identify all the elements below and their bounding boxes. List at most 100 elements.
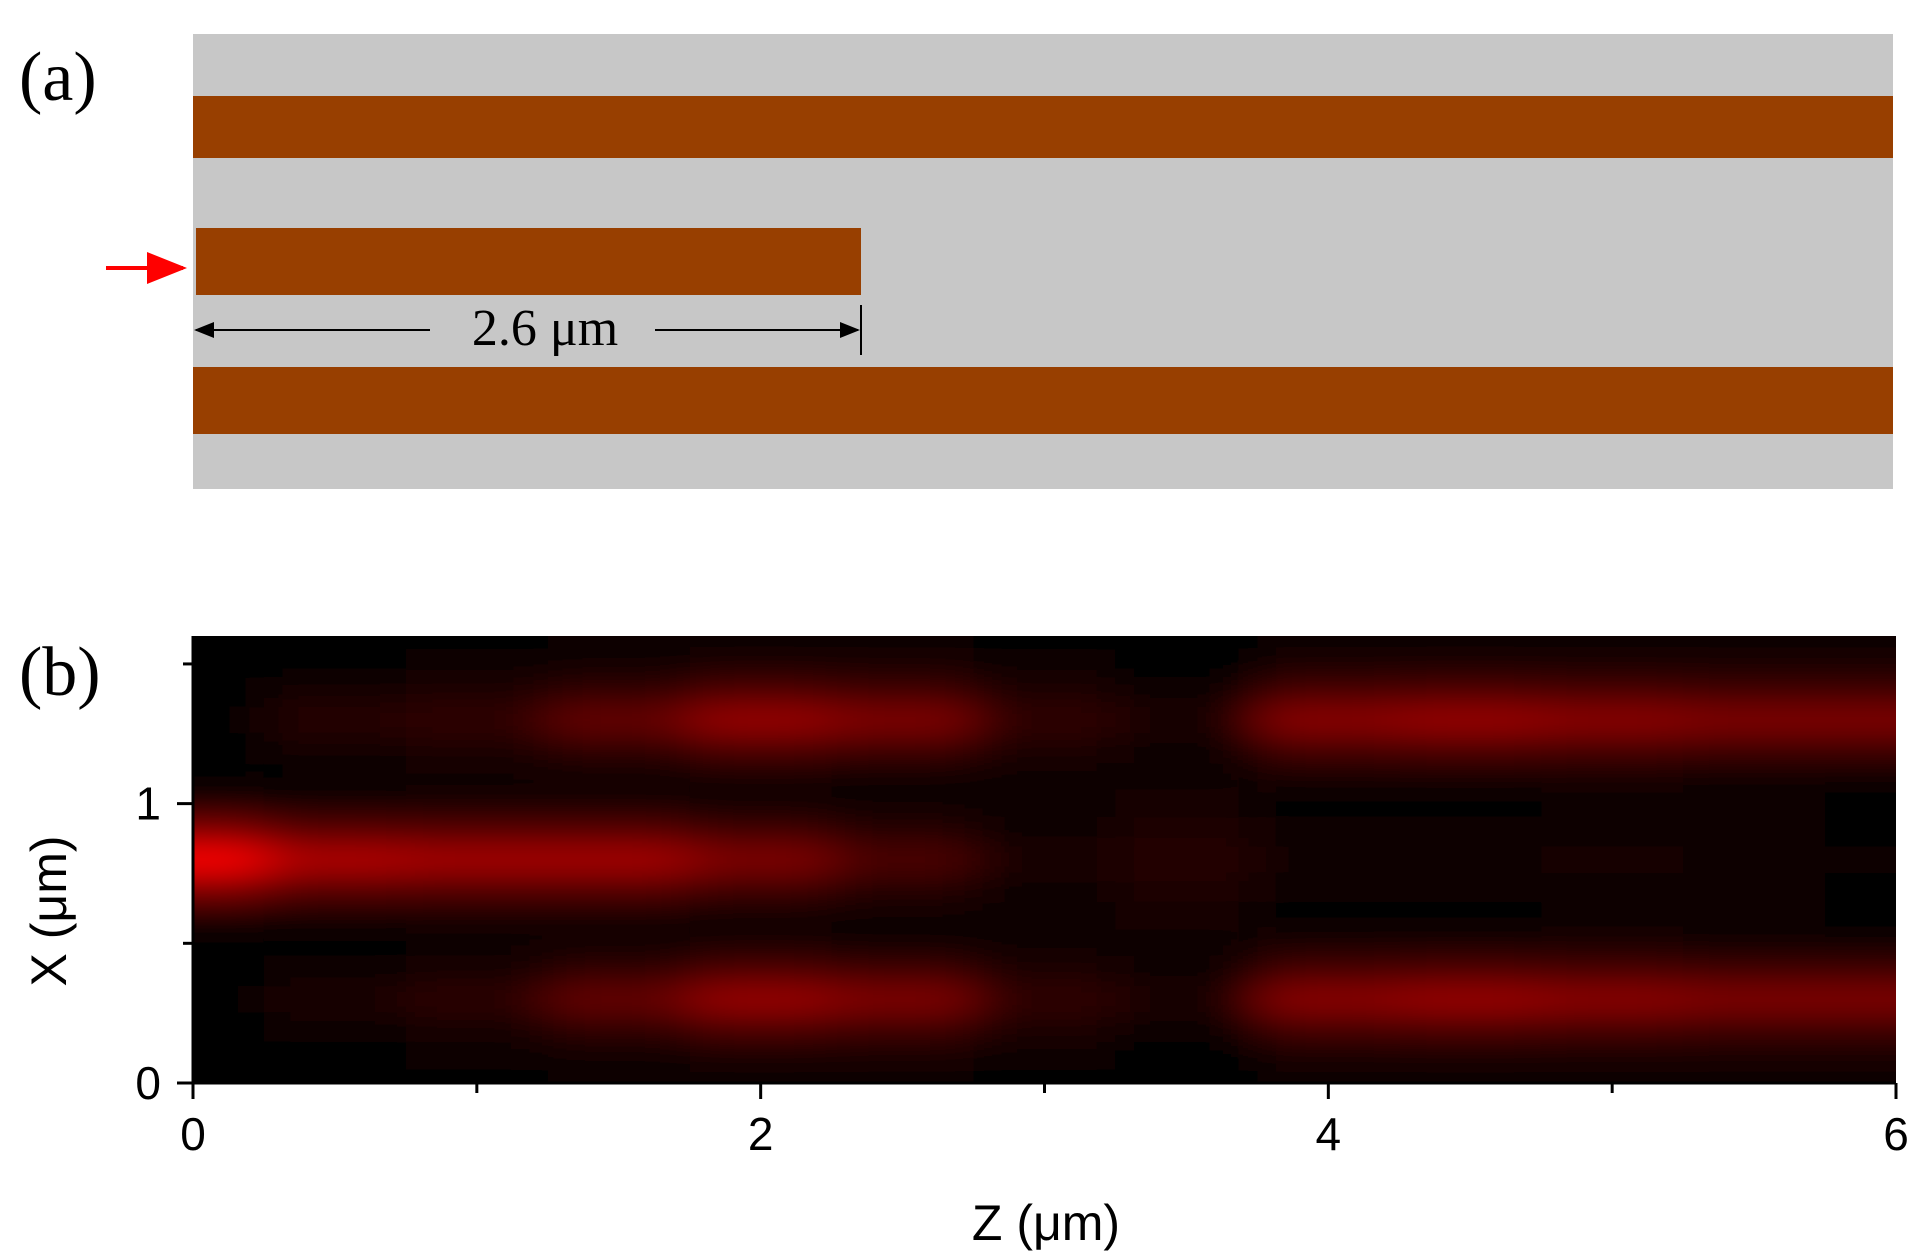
- field-cell: [831, 733, 974, 762]
- field-cell: [1399, 845, 1542, 874]
- field-cell: [405, 789, 548, 818]
- field-cell: [1825, 1013, 1896, 1042]
- field-cell: [1115, 817, 1258, 846]
- field-cell: [1257, 901, 1400, 930]
- field-cell: [1541, 761, 1684, 790]
- field-cell: [689, 845, 832, 874]
- field-cell: [1541, 817, 1684, 846]
- field-cell: [831, 817, 974, 846]
- field-cell: [831, 929, 974, 958]
- field-cell: [405, 761, 548, 790]
- field-cell: [263, 761, 406, 790]
- field-cell: [1541, 705, 1684, 734]
- field-cell: [1683, 957, 1826, 986]
- field-cell: [405, 1013, 548, 1042]
- field-cell: [689, 1069, 832, 1083]
- field-cell: [1257, 1069, 1400, 1083]
- field-cell: [831, 649, 974, 678]
- field-cell: [405, 845, 548, 874]
- field-cell: [831, 1013, 974, 1042]
- y-axis-label: X (μm): [21, 835, 77, 986]
- field-cell: [1683, 677, 1826, 706]
- field-cell: [1257, 705, 1400, 734]
- field-cell: [973, 901, 1116, 930]
- field-cell: [1115, 761, 1258, 790]
- field-cell: [1399, 636, 1542, 650]
- field-cell: [973, 929, 1116, 958]
- field-cell: [1257, 817, 1400, 846]
- field-cell: [1825, 705, 1896, 734]
- field-cell: [1399, 929, 1542, 958]
- field-cell: [1257, 733, 1400, 762]
- field-cell: [1541, 985, 1684, 1014]
- field-cell: [405, 929, 548, 958]
- field-cell: [973, 761, 1116, 790]
- field-cell: [1541, 929, 1684, 958]
- x-tick-label: 2: [748, 1108, 774, 1160]
- field-cell: [547, 649, 690, 678]
- field-cell: [1257, 649, 1400, 678]
- field-cells: [193, 636, 1896, 1083]
- field-cell: [1399, 873, 1542, 902]
- field-cell: [689, 789, 832, 818]
- field-cell: [1399, 733, 1542, 762]
- field-cell: [193, 733, 264, 762]
- field-cell: [263, 817, 406, 846]
- field-cell: [547, 705, 690, 734]
- field-cell: [831, 901, 974, 930]
- field-cell: [1115, 873, 1258, 902]
- field-cell: [1257, 677, 1400, 706]
- field-cell: [405, 817, 548, 846]
- field-cell: [973, 873, 1116, 902]
- field-cell: [193, 1069, 264, 1083]
- field-cell: [1825, 1041, 1896, 1070]
- x-tick-label: 0: [180, 1108, 206, 1160]
- panel-label: (b): [19, 634, 101, 711]
- field-cell: [193, 901, 264, 930]
- field-cell: [1683, 761, 1826, 790]
- field-cell: [1115, 845, 1258, 874]
- field-cell: [1115, 957, 1258, 986]
- field-cell: [193, 789, 264, 818]
- field-cell: [1825, 677, 1896, 706]
- field-cell: [689, 761, 832, 790]
- field-cell: [689, 733, 832, 762]
- field-cell: [1541, 789, 1684, 818]
- field-cell: [831, 957, 974, 986]
- field-cell: [973, 705, 1116, 734]
- field-cell: [405, 733, 548, 762]
- field-cell: [1541, 957, 1684, 986]
- field-cell: [263, 985, 406, 1014]
- field-cell: [263, 789, 406, 818]
- field-cell: [1683, 1069, 1826, 1083]
- field-cell: [1683, 1041, 1826, 1070]
- field-cell: [973, 1069, 1116, 1083]
- field-cell: [263, 649, 406, 678]
- field-cell: [193, 1013, 264, 1042]
- dimension-label: 2.6 μm: [472, 300, 618, 357]
- field-cell: [547, 845, 690, 874]
- field-cell: [1399, 761, 1542, 790]
- field-cell: [1257, 957, 1400, 986]
- field-cell: [831, 761, 974, 790]
- field-cell: [1541, 1013, 1684, 1042]
- field-cell: [1825, 1069, 1896, 1083]
- field-cell: [1399, 957, 1542, 986]
- waveguide: [193, 96, 1893, 158]
- field-cell: [1825, 761, 1896, 790]
- field-cell: [193, 761, 264, 790]
- field-cell: [193, 985, 264, 1014]
- waveguide: [196, 228, 861, 295]
- field-cell: [973, 789, 1116, 818]
- field-cell: [1399, 705, 1542, 734]
- field-cell: [1683, 873, 1826, 902]
- field-cell: [973, 649, 1116, 678]
- field-cell: [263, 1041, 406, 1070]
- field-cell: [1399, 985, 1542, 1014]
- field-cell: [973, 817, 1116, 846]
- field-cell: [1257, 1041, 1400, 1070]
- field-cell: [831, 985, 974, 1014]
- field-cell: [263, 636, 406, 650]
- field-cell: [973, 985, 1116, 1014]
- field-cell: [1825, 957, 1896, 986]
